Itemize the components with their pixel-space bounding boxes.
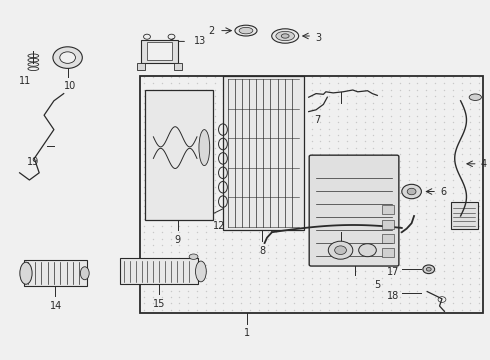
Text: 15: 15 — [153, 299, 166, 309]
Circle shape — [423, 265, 435, 274]
Circle shape — [359, 244, 376, 257]
Ellipse shape — [469, 94, 482, 100]
Ellipse shape — [20, 262, 32, 284]
Bar — [140, 76, 483, 313]
Text: 8: 8 — [259, 246, 265, 256]
Circle shape — [53, 47, 82, 68]
Ellipse shape — [276, 31, 294, 41]
Circle shape — [407, 188, 416, 195]
FancyBboxPatch shape — [309, 155, 399, 266]
Text: 13: 13 — [194, 36, 206, 46]
Bar — [382, 205, 394, 214]
Text: 4: 4 — [480, 159, 486, 169]
Text: 1: 1 — [245, 328, 250, 338]
Text: 2: 2 — [208, 26, 214, 36]
Bar — [137, 63, 145, 70]
Ellipse shape — [271, 29, 298, 43]
Text: 3: 3 — [316, 33, 321, 43]
Text: 10: 10 — [64, 81, 76, 91]
Text: 16: 16 — [334, 250, 346, 260]
Ellipse shape — [196, 261, 206, 282]
Text: 14: 14 — [50, 301, 63, 311]
Text: 6: 6 — [440, 186, 446, 197]
Text: 17: 17 — [387, 267, 399, 277]
Text: 12: 12 — [213, 221, 225, 231]
Ellipse shape — [199, 130, 210, 166]
Bar — [382, 220, 394, 229]
Bar — [24, 260, 87, 286]
Ellipse shape — [281, 34, 289, 38]
Bar — [141, 40, 178, 63]
Bar — [120, 258, 198, 284]
Circle shape — [402, 184, 421, 199]
Bar — [382, 234, 394, 243]
Text: 19: 19 — [27, 157, 39, 167]
Bar — [145, 90, 213, 220]
Text: 7: 7 — [315, 115, 320, 125]
Ellipse shape — [189, 254, 198, 259]
Text: 18: 18 — [387, 291, 399, 301]
Bar — [223, 76, 304, 230]
Bar — [147, 42, 172, 60]
Ellipse shape — [235, 25, 257, 36]
Bar — [382, 248, 394, 257]
Ellipse shape — [80, 267, 89, 280]
Circle shape — [60, 52, 75, 63]
Circle shape — [328, 241, 353, 259]
Circle shape — [426, 267, 431, 271]
Circle shape — [335, 246, 346, 255]
Text: 9: 9 — [175, 235, 181, 245]
Text: 11: 11 — [19, 76, 31, 86]
Bar — [174, 63, 182, 70]
Text: 5: 5 — [374, 280, 380, 290]
Ellipse shape — [239, 27, 253, 34]
Bar — [451, 202, 478, 229]
